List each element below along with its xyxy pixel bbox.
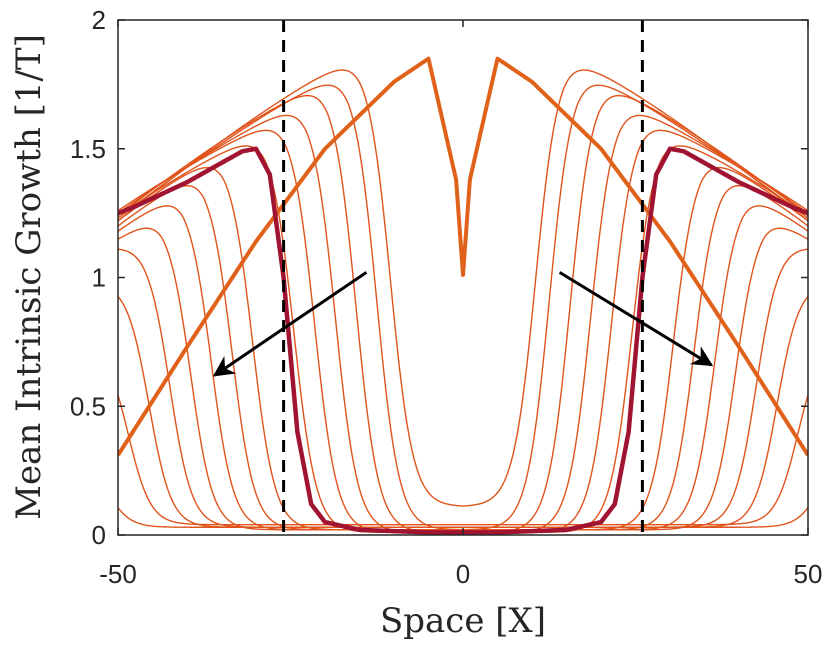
x-tick-label: 0 [456,559,470,589]
series-line-intermediate-2 [118,84,808,531]
ticks: -50 0 50 0 0.5 1 1.5 2 [70,5,823,589]
series-line-intermediate-6 [118,145,808,534]
axes [117,19,809,536]
y-axis-title: Mean Intrinsic Growth [1/T] [9,34,49,520]
series-line-intermediate-4 [118,114,808,534]
series-line-intermediate-14 [118,507,808,528]
y-tick-label: 1 [92,263,106,293]
series-line-intermediate-13 [118,394,808,526]
series-line-intermediate-12 [118,296,808,528]
x-axis-title: Space [X] [380,601,546,641]
y-tick-label: 0.5 [70,391,106,421]
series-line-intermediate-1 [118,69,808,507]
x-tick-label: 50 [794,559,823,589]
y-tick-label: 2 [92,5,106,35]
trend-arrow-2 [558,271,714,367]
series-line-final [118,146,808,535]
series-line-intermediate-7 [118,166,808,531]
series-line-intermediate-5 [118,129,808,534]
plot-area [118,56,808,535]
y-tick-label: 1.5 [70,134,106,164]
trend-arrow-1 [212,271,368,377]
plot-frame [117,19,809,536]
annotations [212,20,714,535]
y-tick-label: 0 [92,520,106,550]
series-line-initial [118,56,808,457]
series-line-intermediate-8 [118,184,808,531]
x-tick-label: -50 [99,559,137,589]
